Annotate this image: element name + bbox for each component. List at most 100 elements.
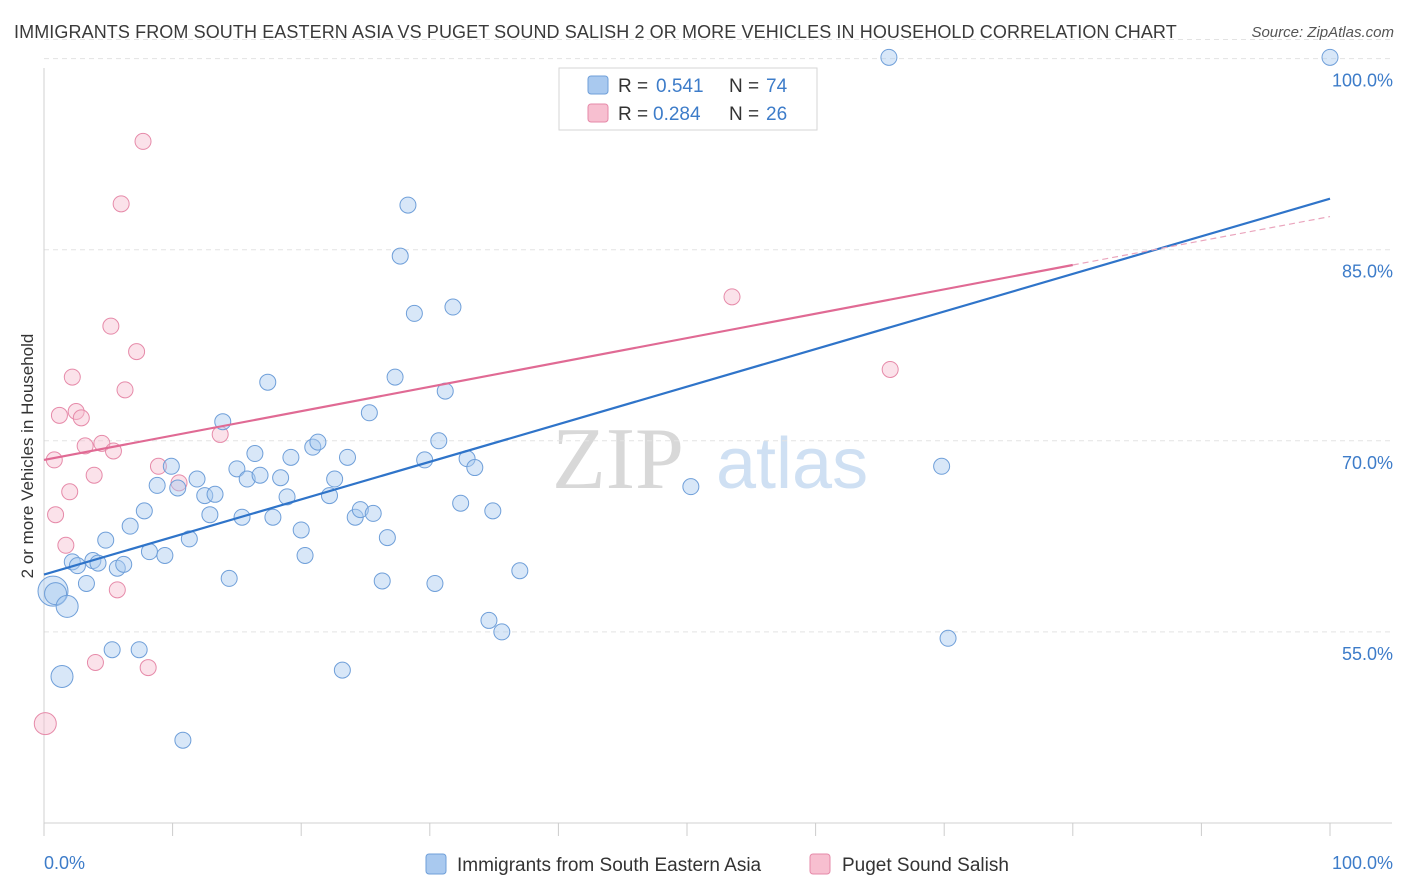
legend-n-label-1: N =	[729, 76, 759, 97]
trendline-salish	[43, 263, 1074, 461]
data-point-se-asia	[466, 459, 484, 477]
x-tick-label-max: 100.0%	[1332, 853, 1393, 873]
correlation-legend: R = 0.541 N = 74 R = 0.284 N = 26	[558, 67, 818, 131]
data-point-se-asia	[201, 506, 219, 524]
watermark-atlas: atlas	[716, 424, 868, 504]
data-point-se-asia	[399, 196, 417, 214]
data-point-se-asia	[246, 445, 264, 463]
source-label: Source: ZipAtlas.com	[1251, 24, 1394, 41]
data-point-se-asia	[304, 438, 322, 456]
data-point-se-asia	[296, 546, 314, 564]
data-point-salish	[86, 653, 104, 671]
data-point-se-asia	[444, 298, 462, 316]
chart-title: IMMIGRANTS FROM SOUTH EASTERN ASIA VS PU…	[14, 22, 1177, 42]
data-point-se-asia	[278, 488, 296, 506]
bottom-legend-swatch-blue	[425, 853, 447, 875]
data-point-se-asia	[188, 470, 206, 488]
y-tick-label: 100.0%	[1332, 71, 1393, 91]
series-legend: Immigrants from South Eastern Asia Puget…	[425, 853, 1009, 876]
data-point-se-asia	[148, 476, 166, 494]
data-point-se-asia	[939, 629, 957, 647]
data-point-salish	[112, 195, 130, 213]
legend-swatch-pink	[587, 103, 609, 123]
data-point-se-asia	[238, 470, 256, 488]
data-point-se-asia	[103, 641, 121, 659]
data-point-salish	[128, 343, 146, 361]
data-point-se-asia	[121, 517, 139, 535]
data-point-se-asia	[50, 664, 74, 688]
legend-r-label-1: R =	[618, 76, 648, 97]
data-point-se-asia	[174, 731, 192, 749]
data-point-se-asia	[373, 572, 391, 590]
data-point-se-asia	[364, 504, 382, 522]
trendlines	[43, 197, 1331, 576]
y-tick-label: 85.0%	[1342, 262, 1393, 282]
data-point-se-asia	[115, 555, 133, 573]
data-point-se-asia	[282, 448, 300, 466]
data-point-se-asia	[228, 460, 246, 478]
x-ticks	[43, 823, 1331, 836]
data-point-salish	[134, 132, 152, 150]
x-tick-label-min: 0.0%	[44, 853, 85, 873]
data-point-se-asia	[338, 448, 356, 466]
data-point-salish	[139, 659, 157, 677]
series-immigrants-se-asia	[37, 48, 1339, 749]
data-point-se-asia	[264, 508, 282, 526]
data-point-se-asia	[130, 641, 148, 659]
data-point-salish	[102, 317, 120, 335]
data-point-salish	[57, 536, 75, 554]
data-point-se-asia	[162, 457, 180, 475]
data-point-se-asia	[220, 569, 238, 587]
bottom-legend-swatch-pink	[809, 853, 831, 875]
data-point-se-asia	[1321, 48, 1339, 66]
data-point-salish	[61, 483, 79, 501]
data-point-se-asia	[272, 469, 290, 487]
legend-r-label-2: R =	[618, 104, 648, 125]
y-tick-label: 55.0%	[1342, 644, 1393, 664]
data-point-salish	[85, 466, 103, 484]
axes	[43, 68, 1392, 824]
data-point-se-asia	[351, 501, 369, 519]
data-point-salish	[881, 360, 899, 378]
watermark-zip: ZIP	[552, 411, 684, 508]
y-tick-labels: 55.0% 70.0% 85.0% 100.0%	[1332, 71, 1393, 664]
data-point-se-asia	[251, 466, 269, 484]
data-point-se-asia	[511, 562, 529, 580]
data-point-salish	[108, 581, 126, 599]
data-point-se-asia	[333, 661, 351, 679]
y-tick-label: 70.0%	[1342, 453, 1393, 473]
data-point-salish	[72, 409, 90, 427]
data-point-salish	[50, 406, 68, 424]
data-point-se-asia	[484, 502, 502, 520]
data-point-se-asia	[326, 470, 344, 488]
data-point-se-asia	[206, 485, 224, 503]
bottom-legend-label-2: Puget Sound Salish	[842, 855, 1009, 876]
data-point-salish	[116, 381, 134, 399]
data-point-salish	[63, 368, 81, 386]
data-point-se-asia	[55, 594, 79, 618]
data-point-se-asia	[169, 479, 187, 497]
legend-n-value-1: 74	[766, 76, 788, 97]
legend-r-value-1: 0.541	[656, 76, 704, 97]
data-point-se-asia	[480, 611, 498, 629]
legend-n-label-2: N =	[729, 104, 759, 125]
data-point-se-asia	[386, 368, 404, 386]
data-point-se-asia	[682, 478, 700, 496]
data-point-se-asia	[44, 582, 68, 606]
legend-r-value-2: 0.284	[653, 104, 701, 125]
legend-n-value-2: 26	[766, 104, 787, 125]
data-point-salish	[76, 437, 94, 455]
data-point-se-asia	[77, 574, 95, 592]
data-point-se-asia	[405, 304, 423, 322]
data-point-se-asia	[933, 457, 951, 475]
trendline-se-asia	[43, 197, 1331, 576]
data-point-salish	[723, 288, 741, 306]
legend-swatch-blue	[587, 75, 609, 95]
data-point-salish	[33, 712, 57, 736]
data-point-se-asia	[292, 521, 310, 539]
data-point-se-asia	[135, 502, 153, 520]
data-point-se-asia	[360, 404, 378, 422]
data-point-se-asia	[97, 531, 115, 549]
data-point-se-asia	[880, 48, 898, 66]
